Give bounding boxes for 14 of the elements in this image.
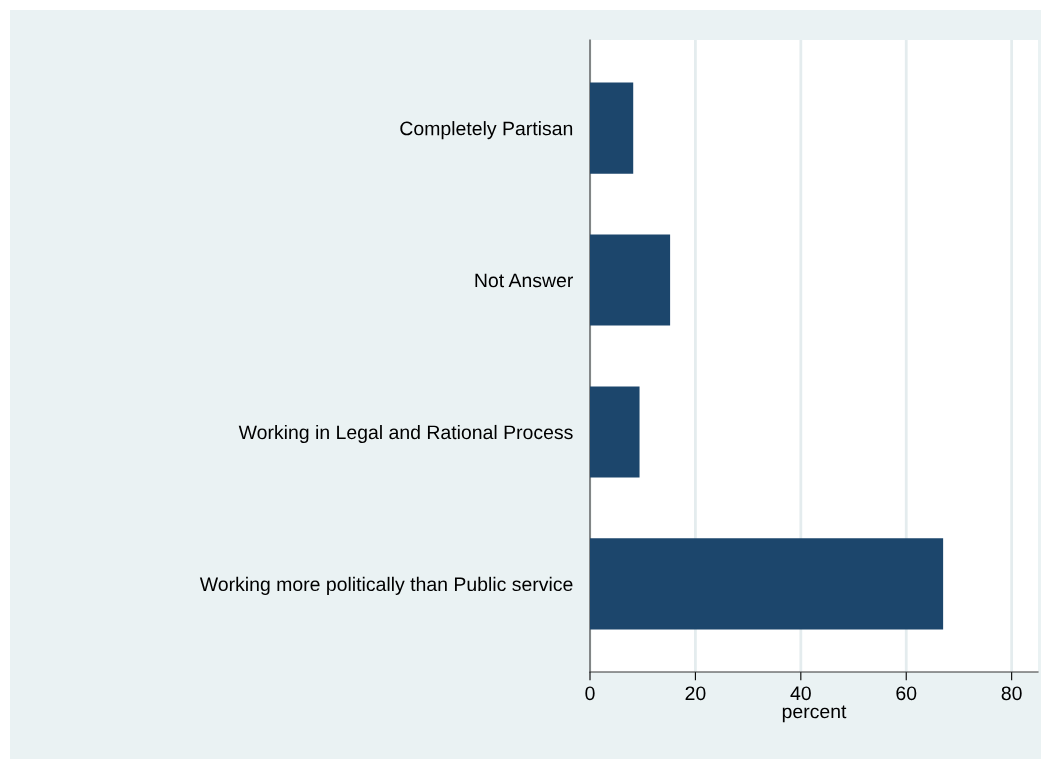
y-tick-label: Not Answer [475, 273, 574, 288]
x-tick-label: 0 [585, 686, 595, 701]
bar [590, 234, 671, 326]
bar [590, 538, 944, 630]
x-tick-label: 80 [1001, 686, 1022, 701]
x-tick-label: 60 [896, 686, 917, 701]
bar [590, 82, 634, 174]
x-tick-label: 20 [685, 686, 706, 701]
bar [590, 386, 640, 478]
x-axis-title: percent [782, 705, 847, 723]
y-tick-label: Completely Partisan [400, 121, 573, 140]
x-tick-label: 40 [790, 686, 811, 701]
y-tick-label: Working in Legal and Rational Process [238, 424, 573, 444]
y-tick-label: Working more politically than Public service [199, 576, 573, 595]
